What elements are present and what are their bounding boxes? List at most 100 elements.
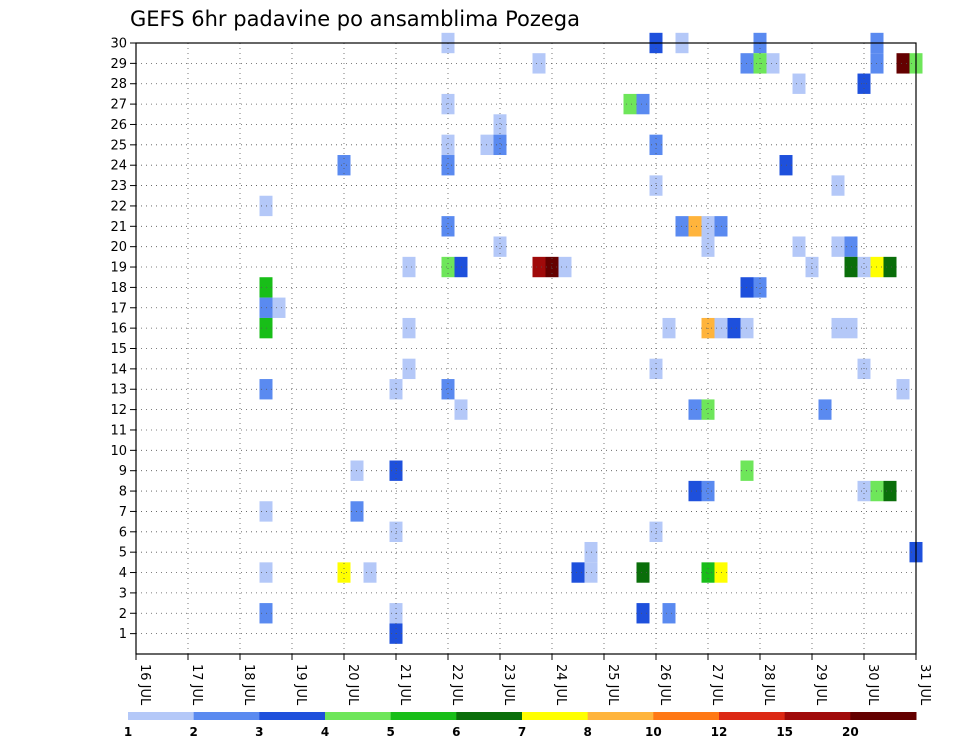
y-tick-label: 19	[110, 261, 127, 276]
heatmap-cell	[727, 317, 741, 339]
heatmap-cell	[363, 562, 377, 583]
legend-label: 3	[255, 725, 263, 739]
heatmap-cell	[402, 317, 416, 339]
y-tick-label: 4	[119, 566, 127, 581]
x-tick-label: 17 JUL	[189, 664, 204, 706]
y-tick-label: 24	[110, 159, 127, 174]
legend-label: 4	[321, 725, 329, 739]
legend-swatch	[653, 712, 720, 720]
heatmap-cell	[701, 236, 715, 257]
y-tick-label: 1	[119, 627, 127, 642]
heatmap-cell	[818, 399, 832, 420]
heatmap-cell	[571, 562, 585, 583]
legend-label: 7	[518, 725, 526, 739]
legend-swatch	[784, 712, 851, 720]
y-tick-label: 12	[110, 403, 127, 418]
chart-title: GEFS 6hr padavine po ansamblima Pozega	[130, 7, 580, 31]
heatmap-cell	[636, 603, 650, 624]
y-tick-label: 25	[110, 138, 127, 153]
x-tick-label: 25 JUL	[605, 664, 620, 706]
y-tick-label: 18	[110, 281, 127, 296]
legend-label: 8	[583, 725, 591, 739]
heatmap-cells	[259, 32, 923, 644]
heatmap-cell	[766, 53, 780, 74]
y-tick-label: 15	[110, 342, 127, 357]
heatmap-cell	[662, 317, 676, 339]
y-tick-label: 8	[119, 485, 127, 500]
heatmap-cell	[636, 562, 650, 583]
heatmap-cell	[792, 73, 806, 94]
y-tick-label: 10	[110, 444, 127, 459]
heatmap-cell	[753, 277, 767, 298]
heatmap-cell	[883, 480, 897, 502]
legend-swatch	[193, 712, 260, 720]
heatmap-cell	[857, 480, 871, 502]
heatmap-cell	[493, 134, 507, 156]
heatmap-cell	[701, 216, 715, 237]
heatmap-cell	[636, 93, 650, 115]
legend-swatch	[850, 712, 917, 720]
heatmap-cell	[441, 256, 455, 278]
heatmap-cell	[558, 256, 572, 278]
x-tick-label: 27 JUL	[709, 664, 724, 706]
heatmap-cell	[792, 236, 806, 257]
y-tick-label: 29	[110, 57, 127, 72]
heatmap-cell	[896, 379, 910, 400]
x-tick-label: 30 JUL	[865, 664, 880, 706]
heatmap-cell	[831, 236, 845, 257]
legend-swatch	[587, 712, 654, 720]
heatmap-cell	[896, 53, 910, 74]
x-tick-label: 22 JUL	[449, 664, 464, 706]
heatmap-cell	[493, 114, 507, 135]
heatmap-cell	[701, 480, 715, 502]
heatmap-cell	[402, 358, 416, 380]
legend-swatch	[456, 712, 523, 720]
heatmap-cell	[441, 216, 455, 237]
y-tick-label: 30	[110, 37, 127, 52]
heatmap-cell	[532, 256, 546, 278]
heatmap-cell	[337, 155, 351, 176]
heatmap-cell	[701, 562, 715, 583]
heatmap-cell	[688, 399, 702, 420]
heatmap-cell	[402, 256, 416, 278]
heatmap-cell	[441, 155, 455, 176]
x-tick-label: 26 JUL	[657, 664, 672, 706]
x-tick-label: 20 JUL	[345, 664, 360, 706]
heatmap-cell	[532, 53, 546, 74]
axes: 1234567891011121314151617181920212223242…	[110, 37, 932, 707]
legend-swatch	[259, 712, 326, 720]
heatmap-cell	[688, 216, 702, 237]
y-tick-label: 21	[110, 220, 127, 235]
heatmap-cell	[831, 317, 845, 339]
y-tick-label: 2	[119, 607, 127, 622]
x-tick-label: 24 JUL	[553, 664, 568, 706]
y-tick-label: 13	[110, 383, 127, 398]
y-tick-label: 5	[119, 546, 127, 561]
y-tick-label: 26	[110, 118, 127, 133]
y-tick-label: 9	[119, 464, 127, 479]
legend-label: 15	[776, 725, 793, 739]
y-tick-label: 20	[110, 240, 127, 255]
legend-swatch	[128, 712, 195, 720]
heatmap-cell	[688, 480, 702, 502]
legend-swatch	[390, 712, 457, 720]
legend-label: 10	[645, 725, 662, 739]
y-tick-label: 27	[110, 98, 127, 113]
y-tick-label: 23	[110, 179, 127, 194]
legend-label: 6	[452, 725, 460, 739]
legend: 1 2 3 4 5 6 7 8 10 12 15 20	[124, 712, 917, 739]
x-tick-label: 18 JUL	[241, 664, 256, 706]
x-tick-label: 29 JUL	[813, 664, 828, 706]
x-tick-label: 16 JUL	[137, 664, 152, 706]
heatmap-cell	[441, 134, 455, 156]
legend-swatch	[719, 712, 786, 720]
heatmap-cell	[441, 93, 455, 115]
x-tick-label: 23 JUL	[501, 664, 516, 706]
legend-label: 12	[711, 725, 728, 739]
legend-label: 1	[124, 725, 132, 739]
y-tick-label: 3	[119, 586, 127, 601]
y-tick-label: 17	[110, 301, 127, 316]
y-tick-label: 6	[119, 525, 127, 540]
y-tick-label: 16	[110, 322, 127, 337]
